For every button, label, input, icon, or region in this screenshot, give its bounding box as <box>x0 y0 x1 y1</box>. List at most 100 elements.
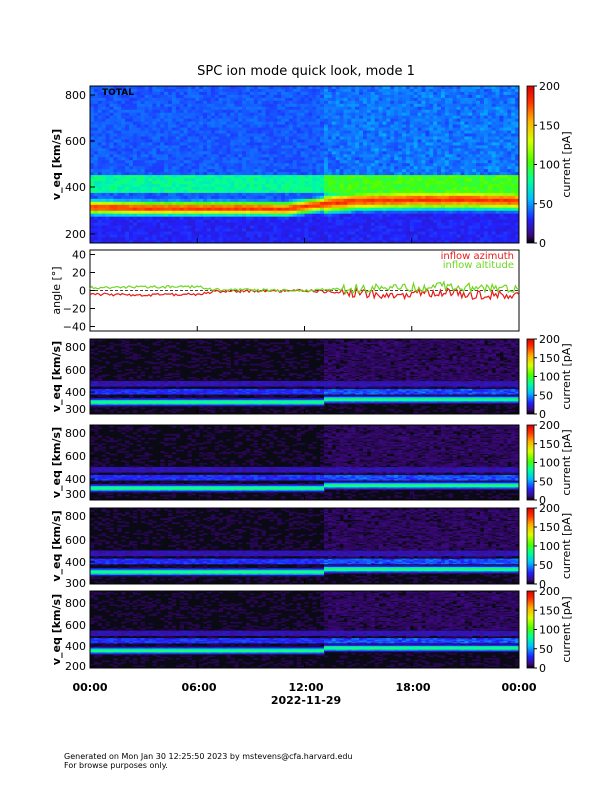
heat-cell <box>422 136 426 139</box>
heat-cell <box>234 225 238 228</box>
heat-cell <box>293 193 297 196</box>
heat-cell <box>152 127 156 130</box>
heat-cell <box>414 112 418 115</box>
heat-cell <box>293 219 297 222</box>
heat-cell <box>273 100 277 103</box>
heat-cell <box>164 216 168 219</box>
heat-cell <box>351 160 355 163</box>
heat-cell <box>410 106 414 109</box>
heat-cell <box>168 106 172 109</box>
heat-cell <box>98 109 102 112</box>
heat-cell <box>195 94 199 97</box>
heat-cell <box>266 204 270 207</box>
heat-cell <box>308 187 312 190</box>
heat-cell <box>277 237 281 240</box>
heat-cell <box>149 121 153 124</box>
heat-cell <box>106 130 110 133</box>
heat-cell <box>258 148 262 151</box>
heat-cell <box>269 103 273 106</box>
heat-cell <box>324 187 328 190</box>
heat-cell <box>418 198 422 201</box>
heat-cell <box>453 115 457 118</box>
heat-cell <box>332 222 336 225</box>
heat-cell <box>332 201 336 204</box>
heat-cell <box>98 210 102 213</box>
heat-cell <box>328 172 332 175</box>
heat-cell <box>250 207 254 210</box>
heat-cell <box>242 112 246 115</box>
heat-cell <box>445 181 449 184</box>
heat-cell <box>110 139 114 142</box>
heat-cell <box>273 163 277 166</box>
heat-cell <box>305 139 309 142</box>
heat-cell <box>379 148 383 151</box>
heat-cell <box>234 195 238 198</box>
heat-cell <box>149 133 153 136</box>
heat-cell <box>246 237 250 240</box>
heat-cell <box>164 100 168 103</box>
heat-cell <box>168 175 172 178</box>
heat-cell <box>188 130 192 133</box>
heat-cell <box>94 92 98 95</box>
heat-cell <box>203 106 207 109</box>
heat-cell <box>449 97 453 100</box>
heat-cell <box>125 234 129 237</box>
heat-cell <box>332 124 336 127</box>
heat-cell <box>273 237 277 240</box>
heat-cell <box>223 112 227 115</box>
heat-cell <box>215 97 219 100</box>
heat-cell <box>117 142 121 145</box>
heat-cell <box>98 175 102 178</box>
heat-cell <box>258 109 262 112</box>
heat-cell <box>269 100 273 103</box>
heat-cell <box>363 136 367 139</box>
heat-cell <box>90 190 94 193</box>
heat-cell <box>129 195 133 198</box>
heat-cell <box>258 204 262 207</box>
heat-cell <box>149 210 153 213</box>
heat-cell <box>429 157 433 160</box>
heat-cell <box>441 175 445 178</box>
heat-cell <box>145 157 149 160</box>
heat-cell <box>191 127 195 130</box>
heat-cell <box>133 148 137 151</box>
heat-cell <box>398 190 402 193</box>
heat-cell <box>418 133 422 136</box>
heat-cell <box>137 106 141 109</box>
heat-cell <box>125 121 129 124</box>
heat-cell <box>359 100 363 103</box>
heat-cell <box>445 169 449 172</box>
heat-cell <box>386 133 390 136</box>
heat-cell <box>363 154 367 157</box>
heat-cell <box>273 89 277 92</box>
heat-cell <box>254 193 258 196</box>
heat-cell <box>234 222 238 225</box>
heat-cell <box>324 157 328 160</box>
heat-cell <box>195 124 199 127</box>
heat-cell <box>422 207 426 210</box>
heat-cell <box>433 142 437 145</box>
heat-cell <box>266 187 270 190</box>
heat-cell <box>242 222 246 225</box>
heat-cell <box>383 92 387 95</box>
heat-cell <box>199 207 203 210</box>
heat-cell <box>258 133 262 136</box>
heat-cell <box>383 103 387 106</box>
heat-cell <box>172 207 176 210</box>
heat-cell <box>394 145 398 148</box>
heat-cell <box>180 148 184 151</box>
heat-cell <box>445 89 449 92</box>
heat-cell <box>324 172 328 175</box>
heat-cell <box>332 213 336 216</box>
heat-cell <box>184 115 188 118</box>
heat-cell <box>336 92 340 95</box>
heat-cell <box>273 198 277 201</box>
heat-cell <box>273 112 277 115</box>
heat-cell <box>305 187 309 190</box>
heat-cell <box>375 100 379 103</box>
heat-cell <box>184 181 188 184</box>
heat-cell <box>184 228 188 231</box>
heat-cell <box>379 109 383 112</box>
heat-cell <box>129 142 133 145</box>
heat-cell <box>250 234 254 237</box>
